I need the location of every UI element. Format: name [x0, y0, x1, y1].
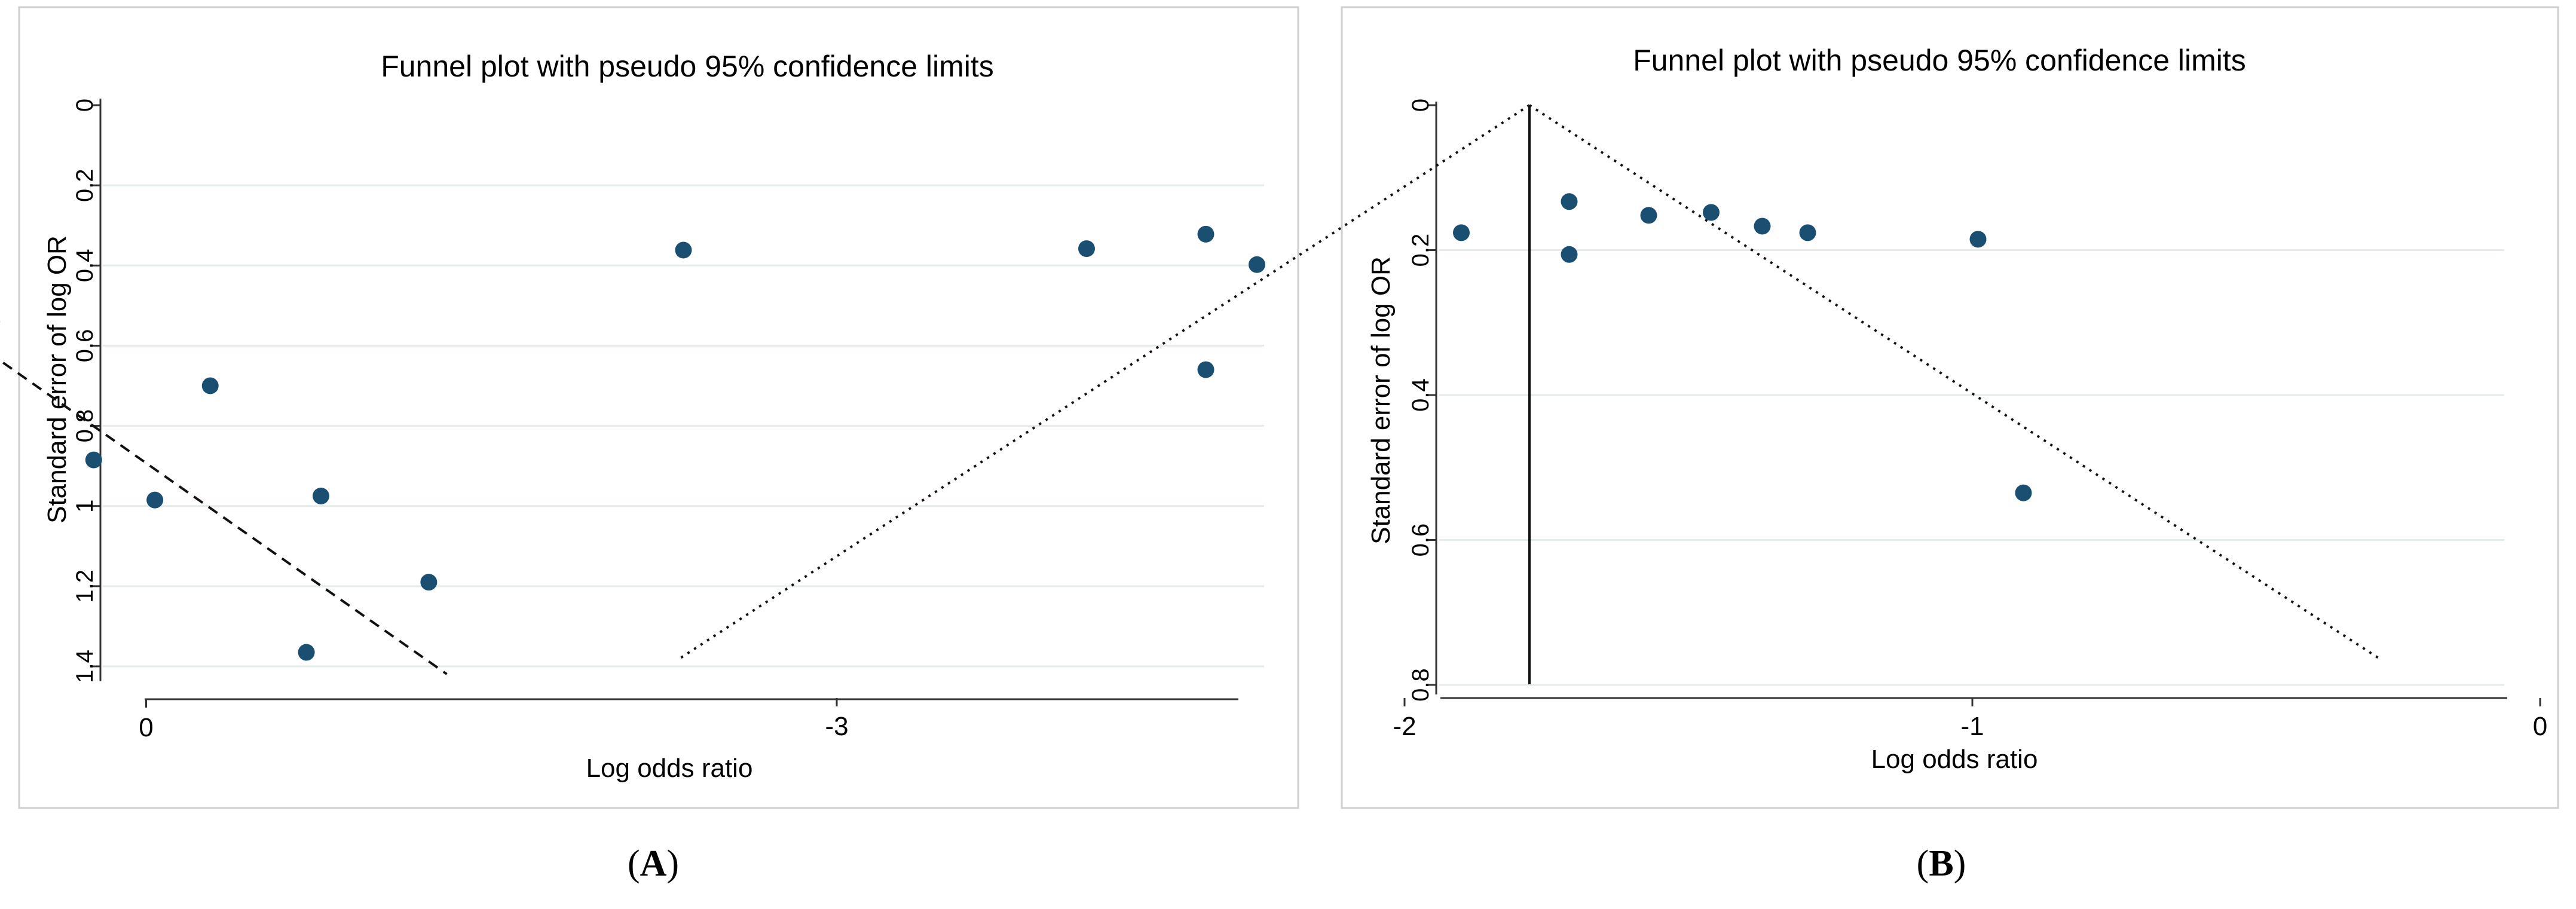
y-tick-label-a-6: 1.2 [72, 570, 98, 603]
y-tick-label-b-1: 0.2 [1408, 234, 1434, 267]
y-tick-label-b-2: 0.4 [1408, 378, 1434, 412]
x-tick-label-b-3: 0 [2533, 712, 2547, 741]
caption-a: (A) [628, 843, 679, 884]
data-point-b-7 [1561, 246, 1578, 263]
x-tick-label-a-3: 0 [139, 713, 153, 742]
data-point-a-30 [201, 377, 219, 394]
data-point-b-6 [1561, 193, 1578, 210]
data-point-b-9 [1703, 204, 1720, 221]
data-point-b-12 [1969, 231, 1987, 248]
caption-a-close: ) [666, 843, 679, 884]
y-tick-label-b-3: 0.6 [1408, 524, 1434, 557]
chart-a-ylabel: Standard error of log OR [42, 235, 72, 524]
data-point-b-11 [1799, 224, 1816, 241]
data-point-a-33 [420, 574, 438, 591]
y-tick-label-a-3: 0.6 [72, 329, 98, 363]
chart-b-ylabel: Standard error of log OR [1366, 256, 1396, 544]
data-point-a-29 [146, 491, 164, 509]
data-point-b-10 [1754, 218, 1771, 235]
funnel-right-limit-b [1528, 104, 2383, 662]
y-tick-label-a-1: 0.2 [72, 169, 98, 202]
funnel-right-limit-a [0, 359, 448, 675]
y-tick-label-b-0: 0 [1408, 99, 1434, 112]
data-point-a-28 [85, 451, 102, 469]
funnel-plot-b: Funnel plot with pseudo 95% confidence l… [675, 6, 2559, 809]
data-point-b-2 [1197, 225, 1214, 243]
y-tick-label-b-4: 0.8 [1408, 668, 1434, 702]
data-point-b-0 [675, 241, 692, 259]
panel-b-frame [1341, 6, 2559, 809]
data-point-b-3 [1249, 256, 1265, 273]
funnel-left-limit-b [676, 104, 1531, 662]
data-point-b-5 [1453, 224, 1470, 241]
panel-a-frame [18, 6, 1299, 809]
data-point-b-13 [2015, 484, 2032, 501]
caption-b-close: ) [1954, 843, 1966, 884]
chart-a-title: Funnel plot with pseudo 95% confidence l… [381, 50, 994, 83]
funnel-plot-a: Funnel plot with pseudo 95% confidence l… [0, 6, 1299, 809]
data-point-a-32 [313, 487, 329, 504]
x-tick-label-b-0: -3 [825, 712, 848, 741]
data-point-b-8 [1640, 207, 1657, 224]
x-tick-label-b-1: -2 [1393, 712, 1416, 741]
chart-a-xlabel: Log odds ratio [586, 754, 753, 783]
data-point-b-4 [1197, 361, 1214, 378]
y-tick-label-a-7: 1.4 [72, 650, 98, 683]
y-tick-label-a-2: 0.4 [72, 249, 98, 282]
data-point-b-1 [1078, 240, 1095, 258]
chart-b-xlabel: Log odds ratio [1871, 745, 2038, 774]
y-tick-label-a-0: 0 [72, 99, 98, 112]
caption-b-letter: B [1929, 843, 1953, 884]
caption-a-letter: A [640, 843, 667, 884]
chart-b-title: Funnel plot with pseudo 95% confidence l… [1633, 44, 2246, 77]
caption-b-open: ( [1917, 843, 1929, 884]
y-tick-label-a-5: 1 [72, 500, 98, 513]
x-tick-label-b-2: -1 [1960, 712, 1984, 741]
caption-b: (B) [1917, 843, 1966, 884]
data-point-a-31 [298, 644, 315, 661]
caption-a-open: ( [628, 843, 640, 884]
